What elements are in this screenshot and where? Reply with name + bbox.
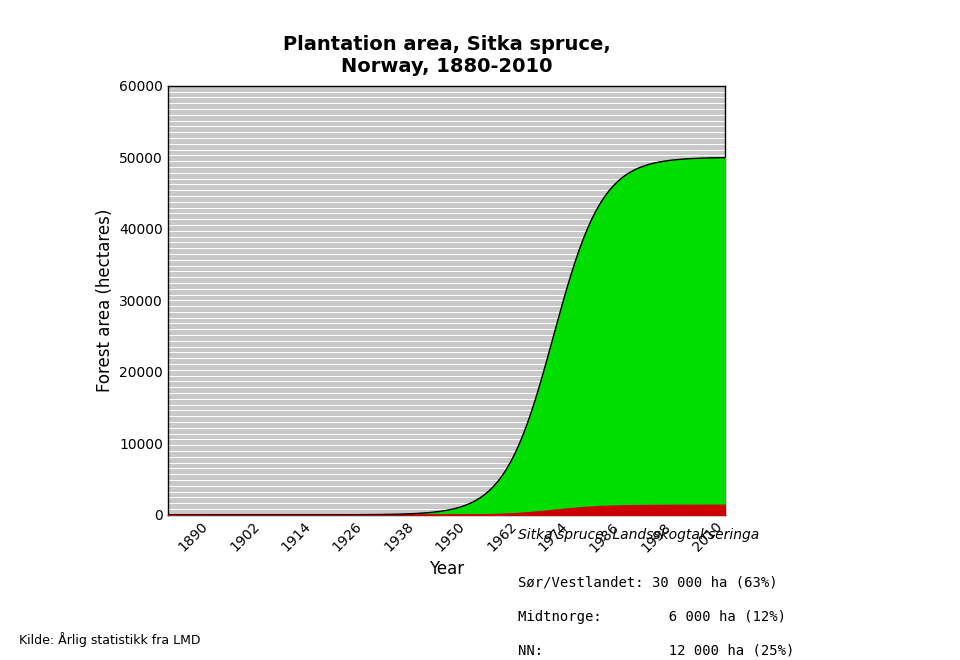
Text: NN:               12 000 ha (25%): NN: 12 000 ha (25%)	[518, 644, 795, 657]
X-axis label: Year: Year	[429, 560, 464, 578]
Text: Kilde: Årlig statistikk fra LMD: Kilde: Årlig statistikk fra LMD	[19, 632, 201, 647]
Text: Sør/Vestlandet: 30 000 ha (63%): Sør/Vestlandet: 30 000 ha (63%)	[518, 576, 778, 589]
Y-axis label: Forest area (hectares): Forest area (hectares)	[96, 209, 113, 392]
Title: Plantation area, Sitka spruce,
Norway, 1880-2010: Plantation area, Sitka spruce, Norway, 1…	[282, 35, 611, 76]
Text: Midtnorge:        6 000 ha (12%): Midtnorge: 6 000 ha (12%)	[518, 610, 786, 624]
Text: Sitka spruce, Landsskogtakseringa: Sitka spruce, Landsskogtakseringa	[518, 528, 759, 542]
